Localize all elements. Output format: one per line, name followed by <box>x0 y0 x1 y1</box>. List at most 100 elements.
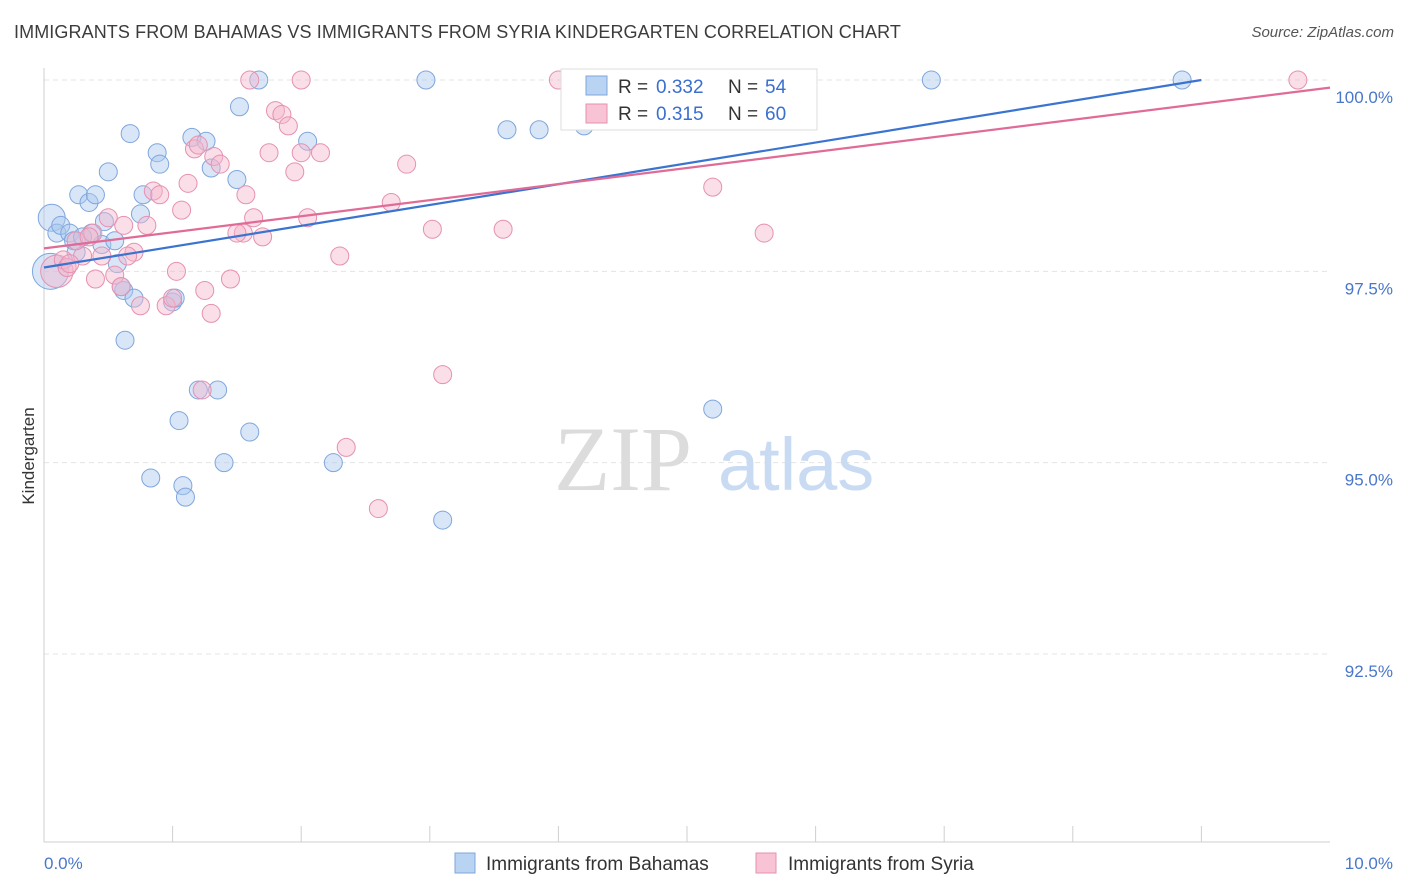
bahamas-trend-line <box>43 78 1202 269</box>
syria-point <box>156 296 176 316</box>
bahamas-point <box>298 131 318 151</box>
watermark-atlas: atlas <box>718 423 874 506</box>
syria-point <box>240 70 260 90</box>
syria-point <box>703 177 723 197</box>
y-tick-label: 97.5% <box>1345 279 1393 298</box>
syria-point <box>130 296 150 316</box>
bahamas-point <box>173 476 193 496</box>
bahamas-point <box>182 127 202 147</box>
bahamas-point <box>703 399 723 419</box>
bahamas-point <box>497 120 517 140</box>
syria-point <box>201 303 221 323</box>
bahamas-point <box>227 169 247 189</box>
bahamas-point <box>323 453 343 473</box>
syria-point <box>105 265 125 285</box>
syria-point <box>259 143 279 163</box>
syria-point <box>85 269 105 289</box>
syria-point <box>433 365 453 385</box>
syria-point <box>291 70 311 90</box>
syria-point <box>184 139 204 159</box>
watermark-zip: ZIP <box>554 408 692 510</box>
syria-point <box>285 162 305 182</box>
syria-point <box>298 208 318 228</box>
bahamas-n-value: 54 <box>765 77 787 98</box>
syria-point <box>111 277 131 297</box>
syria-n-value: 60 <box>765 104 786 125</box>
syria-r-value: 0.315 <box>656 104 704 125</box>
syria-point <box>278 116 298 136</box>
syria-point <box>493 219 513 239</box>
series-legend: Immigrants from Bahamas Immigrants from … <box>454 852 974 875</box>
syria-point <box>204 147 224 167</box>
bahamas-point <box>79 192 99 212</box>
syria-point <box>166 261 186 281</box>
bahamas-point <box>169 411 189 431</box>
bahamas-point <box>69 185 89 205</box>
syria-point <box>330 246 350 266</box>
bahamas-point <box>240 422 260 442</box>
syria-point <box>98 208 118 228</box>
y-tick-label: 92.5% <box>1345 662 1393 681</box>
syria-point <box>192 380 212 400</box>
bahamas-n-label: N = <box>728 77 758 98</box>
syria-point <box>397 154 417 174</box>
bahamas-point <box>141 468 161 488</box>
bahamas-r-label: R = <box>618 77 648 98</box>
x-tick-label-min: 0.0% <box>44 854 83 873</box>
bahamas-point <box>98 162 118 182</box>
syria-point <box>422 219 442 239</box>
bahamas-point <box>921 70 941 90</box>
bahamas-point <box>133 185 153 205</box>
syria-point <box>754 223 774 243</box>
bahamas-point <box>208 380 228 400</box>
bahamas-point <box>416 70 436 90</box>
bahamas-point <box>529 120 549 140</box>
syria-point <box>272 104 292 124</box>
syria-n-label: N = <box>728 104 758 125</box>
y-axis-title: Kindergarten <box>19 407 38 504</box>
bahamas-point <box>229 97 249 117</box>
syria-point <box>220 269 240 289</box>
syria-swatch <box>585 103 608 124</box>
y-tick-labels: 100.0% 97.5% 95.0% 92.5% <box>1335 88 1393 681</box>
syria-point <box>291 143 311 163</box>
syria-point <box>178 173 198 193</box>
syria-trend-line <box>43 86 1331 250</box>
syria-point <box>336 437 356 457</box>
source-label: Source: ZipAtlas.com <box>1251 24 1394 41</box>
legend-syria-swatch <box>755 852 777 874</box>
stats-legend: R = 0.332 N = 54 R = 0.315 N = 60 <box>560 68 818 131</box>
syria-r-label: R = <box>618 104 648 125</box>
syria-point <box>236 185 256 205</box>
y-tick-label: 95.0% <box>1345 471 1393 490</box>
syria-point <box>195 280 215 300</box>
bahamas-r-value: 0.332 <box>656 77 704 98</box>
syria-point <box>150 185 170 205</box>
bahamas-swatch <box>585 75 608 96</box>
syria-point <box>163 288 183 308</box>
watermark: ZIP atlas <box>554 408 874 510</box>
syria-point <box>172 200 192 220</box>
bahamas-point <box>130 204 150 224</box>
bahamas-point <box>120 124 140 144</box>
bahamas-point <box>175 487 195 507</box>
x-tick-label-max: 10.0% <box>1345 854 1393 873</box>
syria-point <box>381 192 401 212</box>
syria-point <box>188 135 208 155</box>
syria-point <box>114 215 134 235</box>
syria-point <box>137 215 157 235</box>
syria-point <box>227 223 247 243</box>
bahamas-point <box>147 143 167 163</box>
bahamas-point <box>1172 70 1192 90</box>
legend-bahamas-label: Immigrants from Bahamas <box>486 854 709 875</box>
legend-syria-label: Immigrants from Syria <box>788 854 974 875</box>
bahamas-point <box>115 330 135 350</box>
axes <box>43 68 1330 843</box>
syria-point <box>210 154 230 174</box>
trend-lines <box>43 78 1331 269</box>
syria-point <box>1288 70 1308 90</box>
data-points <box>31 70 1308 530</box>
bahamas-point <box>124 288 144 308</box>
bahamas-point <box>94 212 114 232</box>
